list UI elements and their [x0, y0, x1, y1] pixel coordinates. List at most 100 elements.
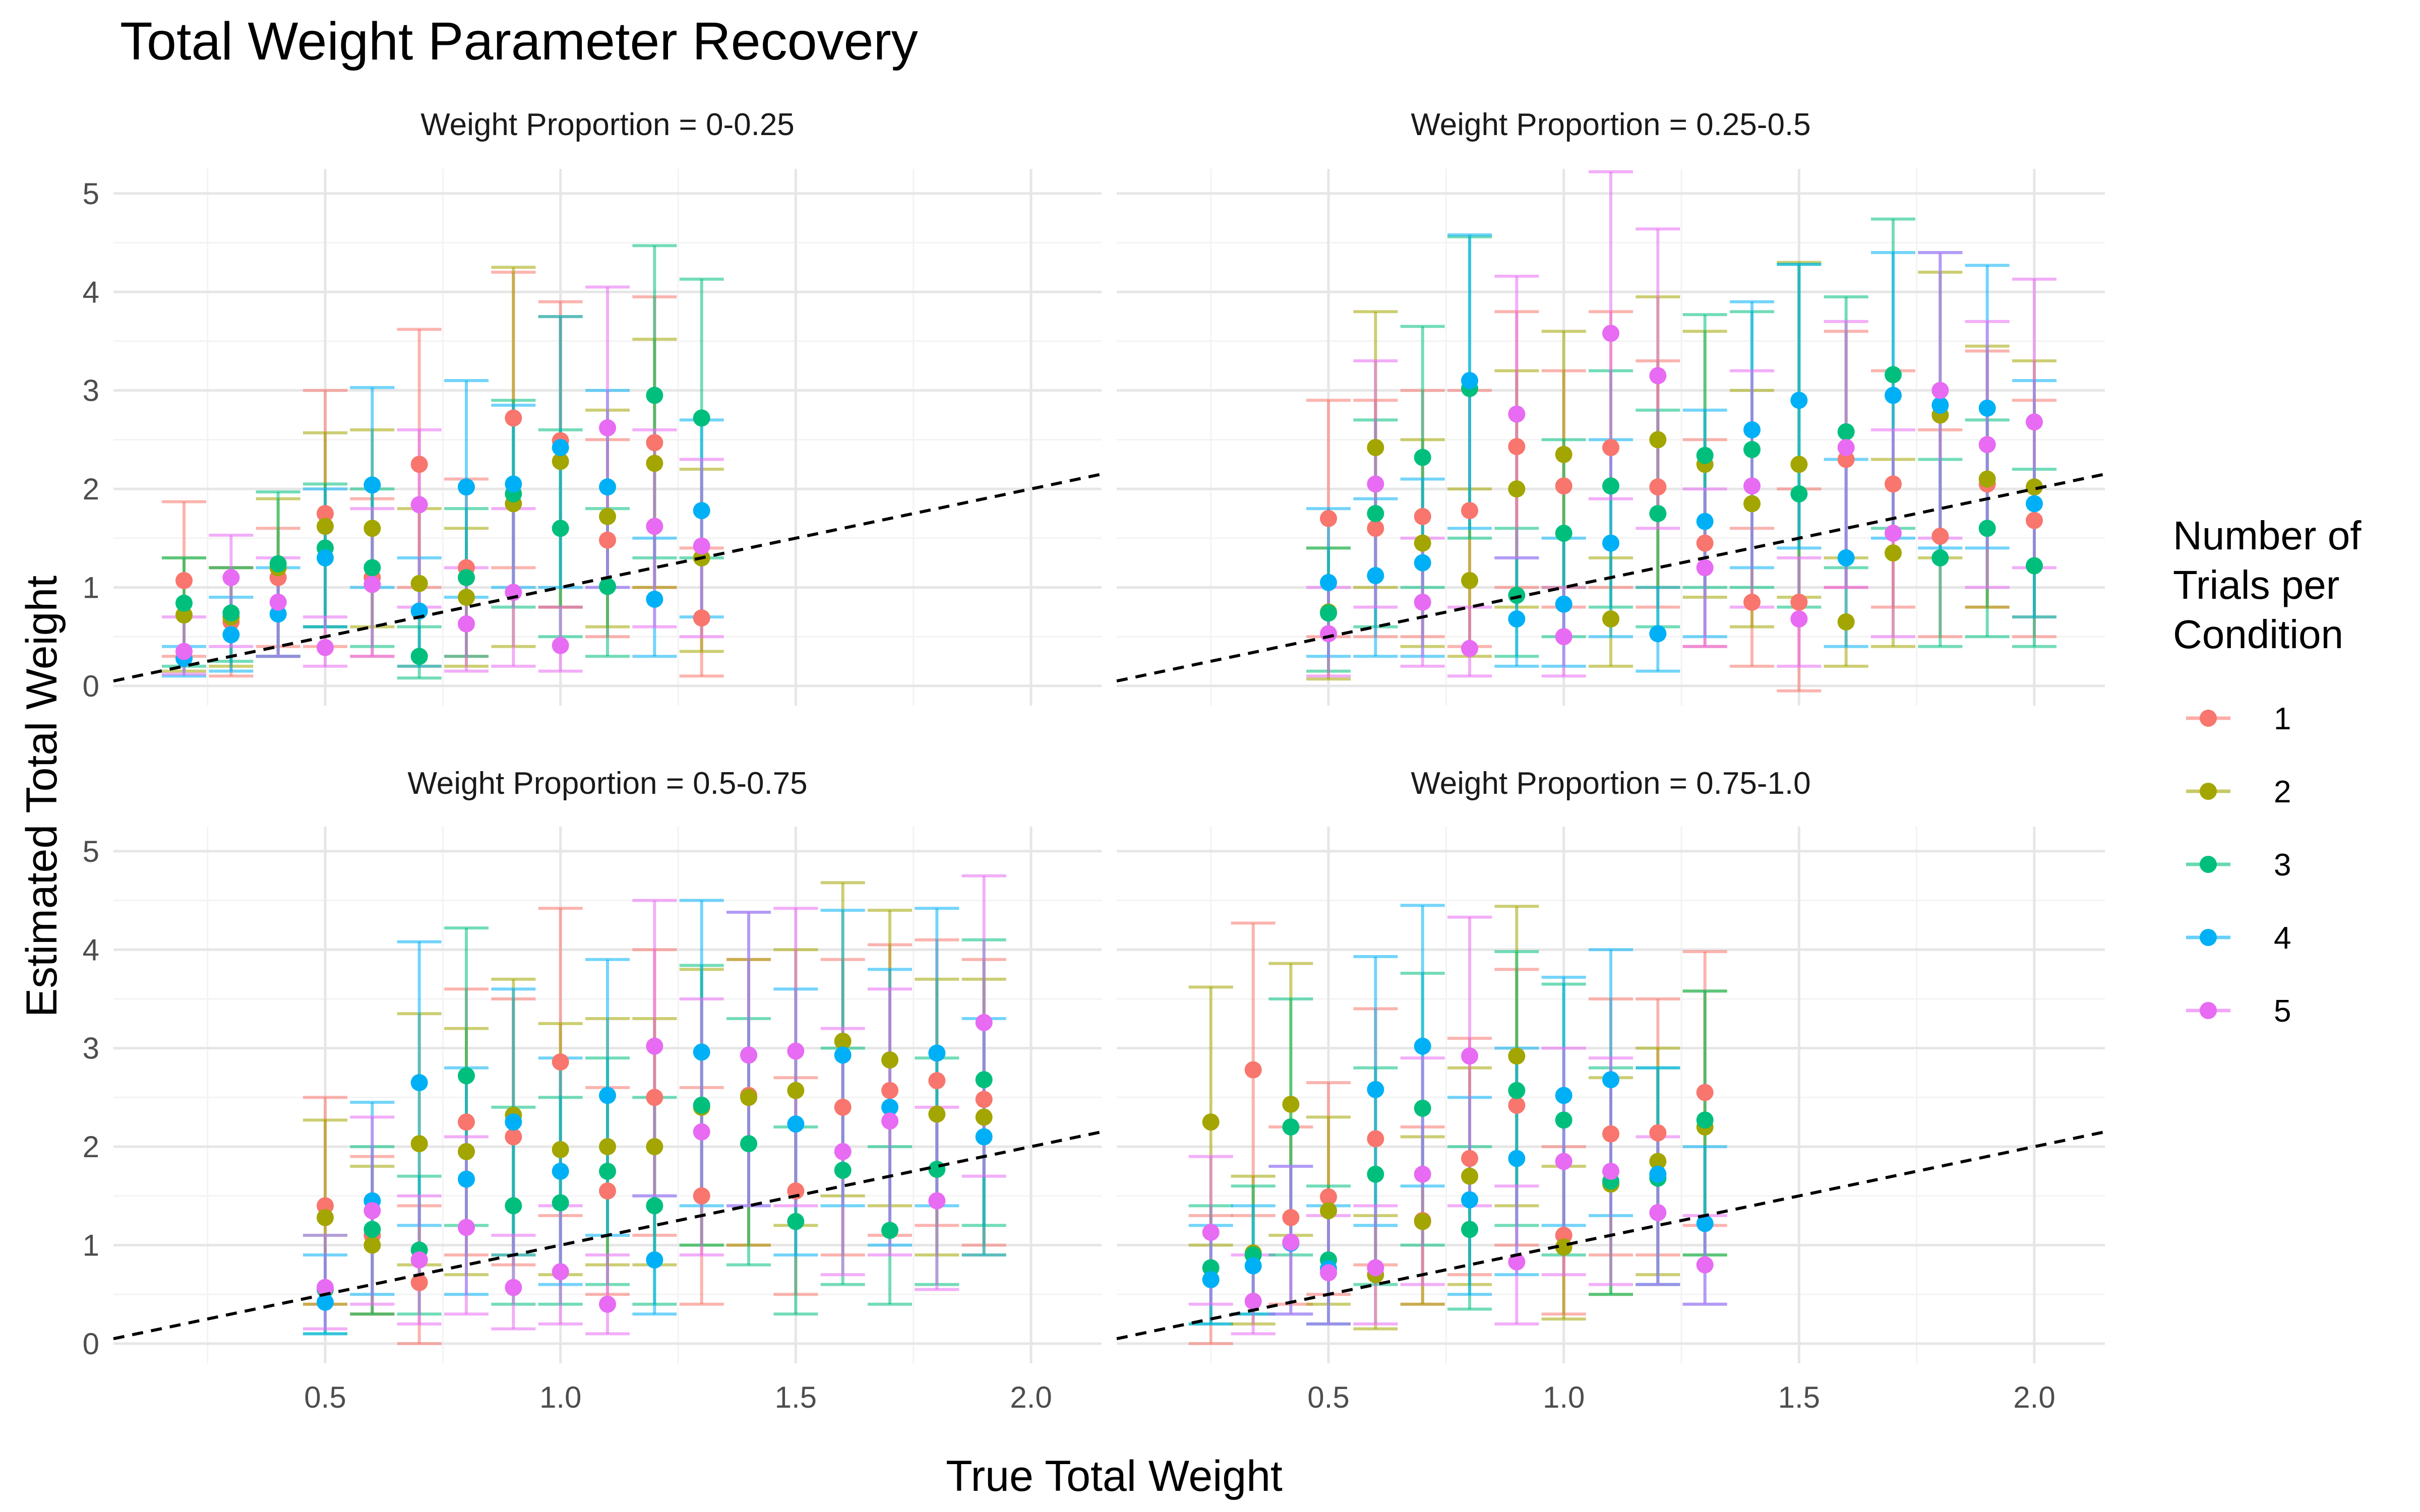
data-point [1978, 399, 1996, 417]
data-point [693, 609, 710, 627]
data-point [364, 1236, 381, 1254]
y-tick-label: 2 [83, 472, 99, 506]
legend-key: 5 [2186, 994, 2291, 1029]
data-point [1978, 436, 1996, 454]
data-point [317, 1197, 334, 1215]
data-point [1508, 405, 1526, 423]
data-point [2026, 478, 2043, 496]
y-tick-label: 5 [83, 177, 99, 211]
data-point [1931, 527, 1949, 545]
data-point [1602, 439, 1619, 457]
data-point [1367, 1130, 1384, 1148]
data-point [458, 1067, 475, 1085]
data-point [599, 1138, 616, 1156]
data-point [693, 1187, 710, 1205]
data-point [1649, 478, 1667, 496]
data-point [928, 1161, 946, 1178]
data-point [599, 531, 616, 549]
data-point [693, 1123, 710, 1141]
data-point [552, 637, 569, 654]
data-point [646, 1037, 663, 1055]
data-point [646, 1089, 663, 1106]
y-tick-label: 4 [83, 275, 99, 309]
data-point [1696, 1215, 1714, 1232]
data-point [646, 518, 663, 535]
data-point [1649, 1153, 1667, 1170]
facet-panel: Weight Proportion = 0.75-1.0 0.5 1.0 1.5 2.0 [1116, 766, 2105, 1414]
data-point [222, 569, 240, 586]
data-point [505, 409, 522, 427]
data-point [1282, 1096, 1300, 1113]
data-point [740, 1089, 757, 1106]
data-point [1508, 587, 1526, 604]
data-point [1202, 1113, 1220, 1131]
legend-title-line-2: Trials per [2173, 562, 2339, 607]
data-point [410, 1135, 428, 1153]
data-point [646, 1138, 663, 1156]
data-point [1649, 1165, 1667, 1183]
data-point [1978, 520, 1996, 537]
data-point [1202, 1259, 1220, 1277]
legend-label: 1 [2274, 702, 2291, 736]
y-tick-label: 0 [83, 1327, 99, 1361]
data-point [1320, 1188, 1337, 1206]
y-tick-label: 0 [83, 669, 99, 703]
data-point [599, 508, 616, 525]
error-bar [1965, 320, 2010, 589]
data-point [1461, 572, 1478, 589]
data-point [1414, 1165, 1431, 1183]
data-point [317, 1293, 334, 1311]
y-tick-label: 5 [83, 835, 99, 868]
data-point [1508, 1047, 1526, 1065]
y-axis-title: Estimated Total Weight [18, 576, 66, 1017]
data-point [175, 594, 193, 612]
data-point [1837, 549, 1855, 566]
data-point [1790, 593, 1808, 611]
data-point [410, 496, 428, 514]
data-point [1931, 382, 1949, 399]
data-point [1414, 508, 1431, 525]
data-point [1461, 1150, 1478, 1167]
data-point [1978, 470, 1996, 488]
facet-panel: Weight Proportion = 0.5-0.75 0.5 1.0 1.5 2.0… [83, 766, 1102, 1414]
data-point [1555, 595, 1572, 613]
data-point [1367, 1259, 1384, 1277]
data-point [1649, 625, 1667, 643]
data-point [1367, 567, 1384, 585]
legend-label: 2 [2274, 775, 2291, 809]
data-point [364, 520, 381, 537]
data-point [317, 518, 334, 535]
y-tick-label: 1 [83, 571, 99, 605]
data-point [458, 569, 475, 586]
data-point [881, 1098, 898, 1116]
data-point [410, 1074, 428, 1092]
data-point [1202, 1224, 1220, 1241]
legend-key-dot [2200, 783, 2217, 800]
data-point [1885, 366, 1902, 384]
data-point [1602, 610, 1619, 628]
data-point [1931, 549, 1949, 566]
data-point [693, 1097, 710, 1114]
data-point [1555, 525, 1572, 542]
x-tick-label: 2.0 [1010, 1380, 1052, 1414]
data-point [1414, 1099, 1431, 1117]
data-point [1414, 1037, 1431, 1055]
data-point [1461, 1047, 1478, 1065]
y-tick-label: 3 [83, 374, 99, 408]
data-point [1508, 438, 1526, 456]
data-point [1743, 593, 1761, 611]
data-point [1202, 1271, 1220, 1288]
data-point [458, 1143, 475, 1160]
data-point [1837, 439, 1855, 457]
legend-key-dot [2200, 856, 2217, 873]
identity-reference-line [113, 472, 1102, 683]
legend: Number of Trials per Condition 1 2 3 4 5 [2173, 513, 2362, 1029]
data-point [1837, 423, 1855, 440]
facet-strip-label: Weight Proportion = 0.25-0.5 [1411, 107, 1810, 142]
data-point [269, 555, 287, 573]
data-point [505, 1128, 522, 1146]
data-point [2026, 557, 2043, 575]
data-point [834, 1161, 852, 1179]
data-point [1414, 593, 1431, 611]
